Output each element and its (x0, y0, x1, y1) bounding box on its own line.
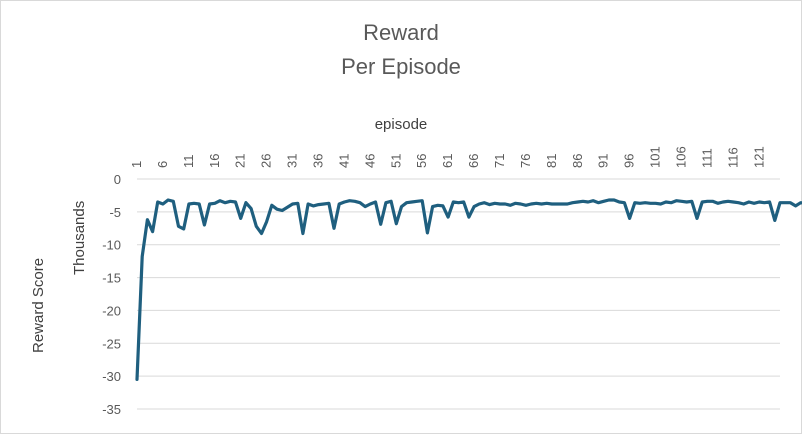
chart-subtitle: Per Episode (341, 54, 461, 79)
x-tick-label: 21 (233, 154, 248, 168)
y-tick-label: -5 (109, 205, 121, 220)
x-tick-label: 41 (336, 154, 351, 168)
x-tick-label: 36 (310, 154, 325, 168)
x-tick-label: 61 (440, 154, 455, 168)
series-line (135, 198, 802, 381)
x-tick-label: 111 (699, 148, 714, 168)
y-tick-label: -10 (102, 238, 121, 253)
x-tick-label: 106 (673, 146, 688, 168)
x-tick-label: 101 (648, 146, 663, 168)
y-tick-label: -20 (102, 303, 121, 318)
x-tick-label: 26 (259, 154, 274, 168)
y-tick-label: 0 (114, 172, 121, 187)
x-tick-label: 86 (570, 154, 585, 168)
x-tick-label: 56 (414, 154, 429, 168)
chart-title: Reward (363, 20, 439, 45)
y-tick-label: -30 (102, 369, 121, 384)
x-tick-label: 96 (622, 154, 637, 168)
y-tick-label: -15 (102, 271, 121, 286)
x-tick-label: 46 (362, 154, 377, 168)
x-tick-label: 31 (285, 154, 300, 168)
y-tick-label: -35 (102, 402, 121, 417)
x-tick-label: 51 (388, 154, 403, 168)
x-tick-label: 6 (155, 161, 170, 168)
x-tick-label: 1 (129, 161, 144, 168)
x-tick-label: 71 (492, 154, 507, 168)
x-axis-label: episode (374, 116, 428, 133)
x-tick-label: 11 (181, 155, 196, 169)
x-tick-label: 121 (751, 146, 766, 168)
x-tick-label: 81 (544, 154, 559, 168)
x-tick-label: 66 (466, 154, 481, 168)
y-tick-label: -25 (102, 336, 121, 351)
x-tick-label: 91 (596, 154, 611, 168)
x-tick-label: 76 (518, 154, 533, 168)
x-tick-label: 116 (725, 147, 740, 168)
x-tick-label: 16 (207, 154, 222, 168)
